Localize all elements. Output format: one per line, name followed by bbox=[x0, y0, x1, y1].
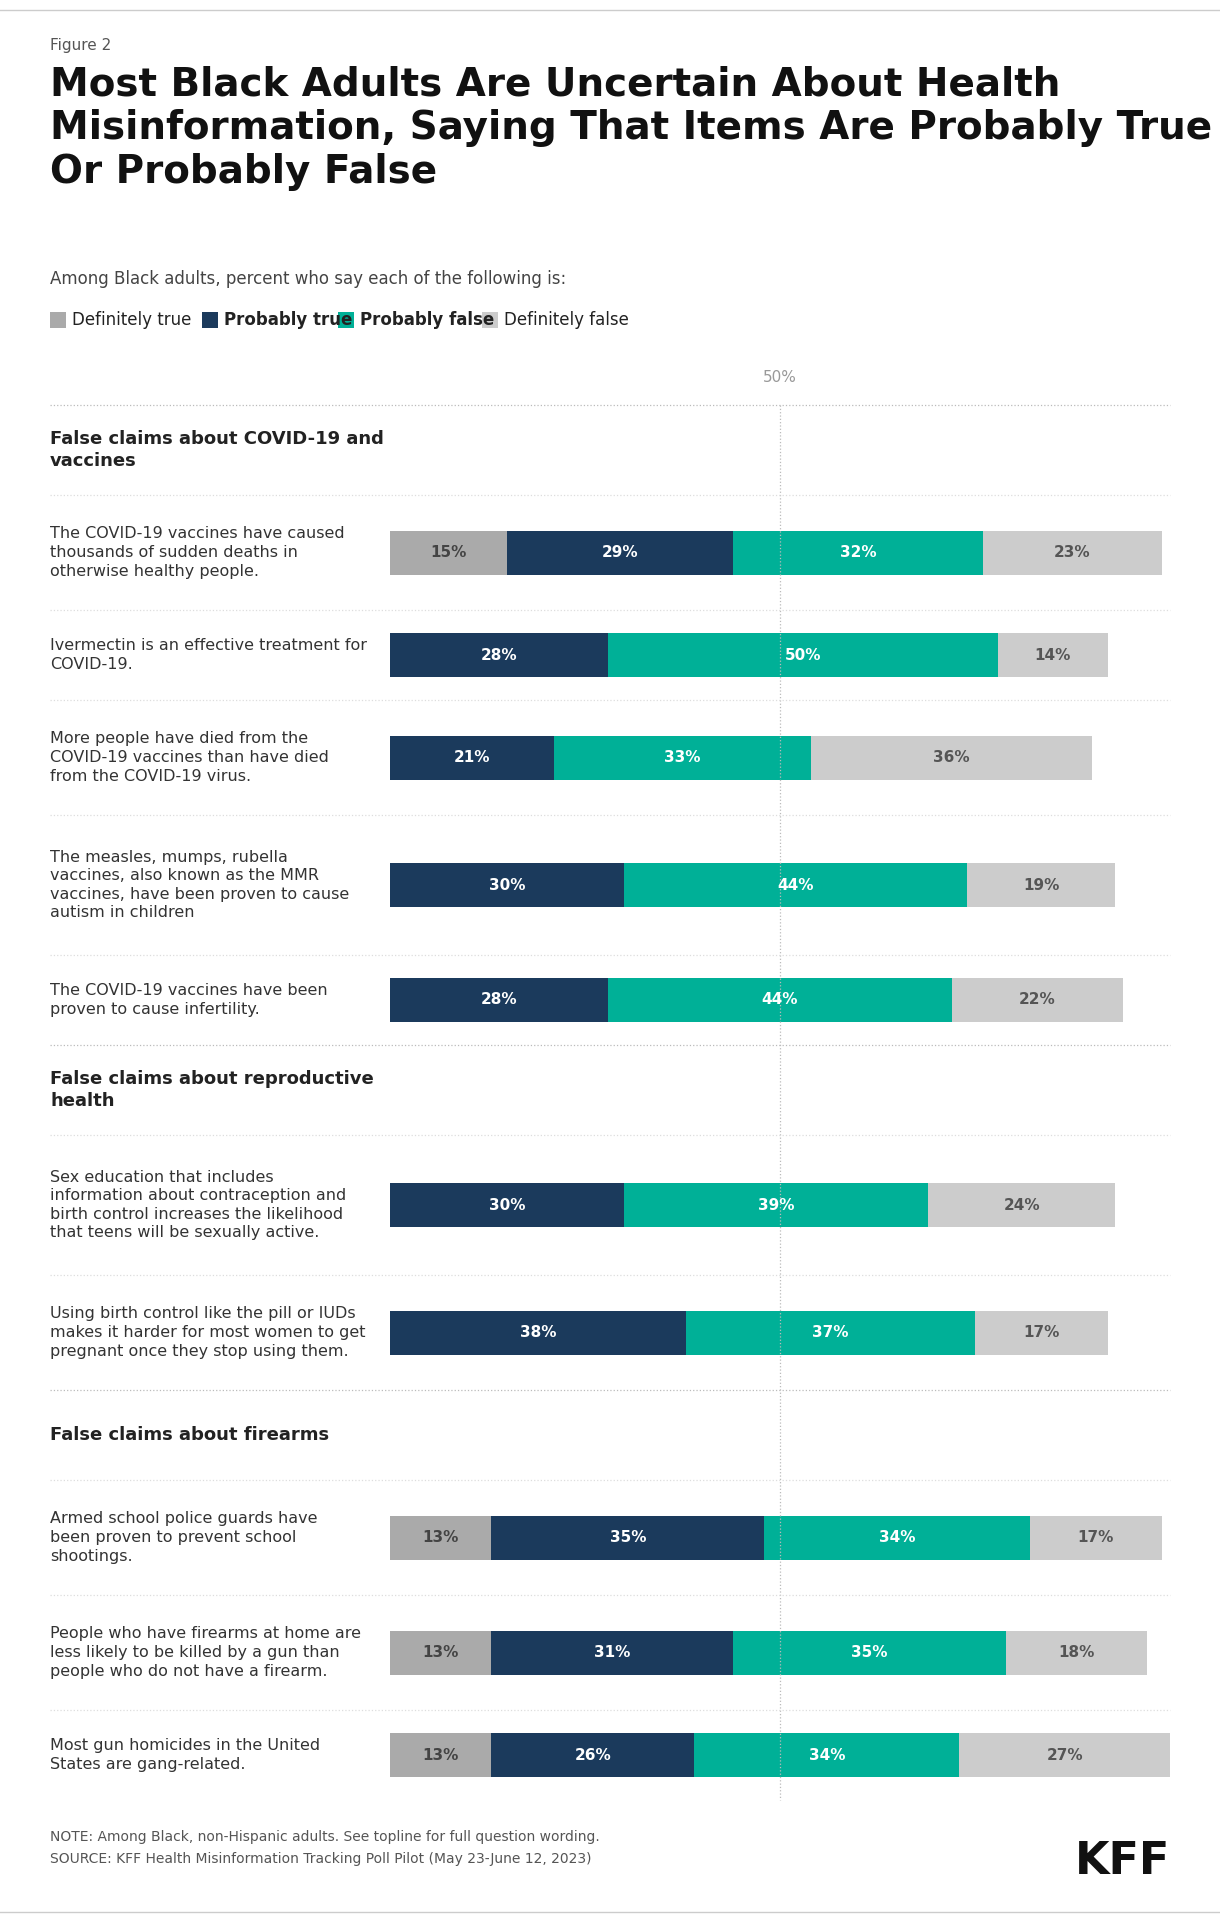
Text: Armed school police guards have
been proven to prevent school
shootings.: Armed school police guards have been pro… bbox=[50, 1511, 317, 1565]
Text: 29%: 29% bbox=[601, 546, 638, 559]
Bar bbox=[390, 1734, 492, 1778]
Text: SOURCE: KFF Health Misinformation Tracking Poll Pilot (May 23-June 12, 2023): SOURCE: KFF Health Misinformation Tracki… bbox=[50, 1853, 592, 1866]
Text: 30%: 30% bbox=[489, 1197, 526, 1213]
Text: Most gun homicides in the United
States are gang-related.: Most gun homicides in the United States … bbox=[50, 1737, 320, 1772]
Bar bbox=[508, 530, 733, 575]
Bar bbox=[1030, 1516, 1163, 1559]
Text: KFF: KFF bbox=[1075, 1839, 1170, 1884]
Bar bbox=[623, 1184, 928, 1226]
Text: 18%: 18% bbox=[1058, 1645, 1094, 1661]
Text: 13%: 13% bbox=[422, 1645, 459, 1661]
Bar bbox=[967, 863, 1115, 907]
Text: Most Black Adults Are Uncertain About Health
Misinformation, Saying That Items A: Most Black Adults Are Uncertain About He… bbox=[50, 65, 1213, 190]
Bar bbox=[390, 863, 623, 907]
Bar bbox=[623, 863, 967, 907]
Text: 19%: 19% bbox=[1024, 878, 1059, 892]
Text: 17%: 17% bbox=[1024, 1324, 1059, 1340]
Bar bbox=[733, 1630, 1006, 1674]
Bar bbox=[733, 530, 983, 575]
Text: False claims about COVID-19 and
vaccines: False claims about COVID-19 and vaccines bbox=[50, 431, 384, 471]
Text: False claims about firearms: False claims about firearms bbox=[50, 1426, 329, 1443]
Text: Among Black adults, percent who say each of the following is:: Among Black adults, percent who say each… bbox=[50, 269, 566, 288]
Text: 28%: 28% bbox=[481, 992, 517, 1007]
Text: The COVID-19 vaccines have caused
thousands of sudden deaths in
otherwise health: The COVID-19 vaccines have caused thousa… bbox=[50, 527, 344, 579]
Text: 38%: 38% bbox=[520, 1324, 556, 1340]
Bar bbox=[390, 1630, 492, 1674]
Bar bbox=[694, 1734, 959, 1778]
Bar bbox=[390, 1184, 623, 1226]
Text: Sex education that includes
information about contraception and
birth control in: Sex education that includes information … bbox=[50, 1170, 346, 1240]
Bar bbox=[998, 632, 1108, 677]
Bar bbox=[609, 978, 952, 1023]
Bar bbox=[765, 1516, 1030, 1559]
Bar bbox=[928, 1184, 1115, 1226]
Bar bbox=[554, 736, 811, 780]
Bar bbox=[390, 1311, 687, 1355]
Text: People who have firearms at home are
less likely to be killed by a gun than
peop: People who have firearms at home are les… bbox=[50, 1626, 361, 1678]
Bar bbox=[492, 1516, 765, 1559]
Text: 34%: 34% bbox=[878, 1530, 915, 1545]
Bar bbox=[50, 311, 66, 329]
Text: 21%: 21% bbox=[454, 750, 490, 765]
Text: 50%: 50% bbox=[762, 371, 797, 384]
Text: 22%: 22% bbox=[1019, 992, 1055, 1007]
Text: 26%: 26% bbox=[575, 1747, 611, 1762]
Bar bbox=[390, 1516, 492, 1559]
Text: 44%: 44% bbox=[761, 992, 798, 1007]
Bar bbox=[952, 978, 1124, 1023]
Text: Ivermectin is an effective treatment for
COVID-19.: Ivermectin is an effective treatment for… bbox=[50, 638, 367, 673]
Text: 32%: 32% bbox=[839, 546, 876, 559]
Text: 35%: 35% bbox=[610, 1530, 647, 1545]
Bar bbox=[390, 632, 609, 677]
Text: 15%: 15% bbox=[431, 546, 467, 559]
Bar bbox=[338, 311, 354, 329]
Text: 35%: 35% bbox=[852, 1645, 888, 1661]
Bar bbox=[609, 632, 998, 677]
Text: Probably true: Probably true bbox=[223, 311, 353, 329]
Bar bbox=[390, 530, 508, 575]
Text: 31%: 31% bbox=[594, 1645, 631, 1661]
Text: 23%: 23% bbox=[1054, 546, 1091, 559]
Text: 17%: 17% bbox=[1077, 1530, 1114, 1545]
Text: The COVID-19 vaccines have been
proven to cause infertility.: The COVID-19 vaccines have been proven t… bbox=[50, 984, 328, 1017]
Text: 28%: 28% bbox=[481, 648, 517, 663]
Bar bbox=[983, 530, 1163, 575]
Text: 50%: 50% bbox=[786, 648, 821, 663]
Text: 34%: 34% bbox=[809, 1747, 845, 1762]
Text: 39%: 39% bbox=[758, 1197, 794, 1213]
Bar bbox=[811, 736, 1092, 780]
Bar bbox=[1006, 1630, 1147, 1674]
Text: False claims about reproductive
health: False claims about reproductive health bbox=[50, 1071, 373, 1111]
Text: 36%: 36% bbox=[933, 750, 970, 765]
Text: Probably false: Probably false bbox=[360, 311, 494, 329]
Bar bbox=[201, 311, 217, 329]
Text: Definitely true: Definitely true bbox=[72, 311, 192, 329]
Bar bbox=[959, 1734, 1170, 1778]
Text: 13%: 13% bbox=[422, 1747, 459, 1762]
Bar bbox=[482, 311, 499, 329]
Text: 37%: 37% bbox=[813, 1324, 849, 1340]
Bar bbox=[390, 978, 609, 1023]
Bar bbox=[975, 1311, 1108, 1355]
Text: 14%: 14% bbox=[1035, 648, 1071, 663]
Bar bbox=[687, 1311, 975, 1355]
Text: Using birth control like the pill or IUDs
makes it harder for most women to get
: Using birth control like the pill or IUD… bbox=[50, 1307, 366, 1359]
Text: NOTE: Among Black, non-Hispanic adults. See topline for full question wording.: NOTE: Among Black, non-Hispanic adults. … bbox=[50, 1830, 600, 1843]
Text: 30%: 30% bbox=[489, 878, 526, 892]
Bar bbox=[492, 1734, 694, 1778]
Bar bbox=[492, 1630, 733, 1674]
Text: 24%: 24% bbox=[1004, 1197, 1041, 1213]
Text: Definitely false: Definitely false bbox=[505, 311, 630, 329]
Text: 33%: 33% bbox=[664, 750, 700, 765]
Text: More people have died from the
COVID-19 vaccines than have died
from the COVID-1: More people have died from the COVID-19 … bbox=[50, 732, 329, 784]
Bar bbox=[390, 736, 554, 780]
Text: The measles, mumps, rubella
vaccines, also known as the MMR
vaccines, have been : The measles, mumps, rubella vaccines, al… bbox=[50, 850, 349, 921]
Text: 27%: 27% bbox=[1047, 1747, 1083, 1762]
Text: 13%: 13% bbox=[422, 1530, 459, 1545]
Text: Figure 2: Figure 2 bbox=[50, 38, 111, 54]
Text: 44%: 44% bbox=[777, 878, 814, 892]
